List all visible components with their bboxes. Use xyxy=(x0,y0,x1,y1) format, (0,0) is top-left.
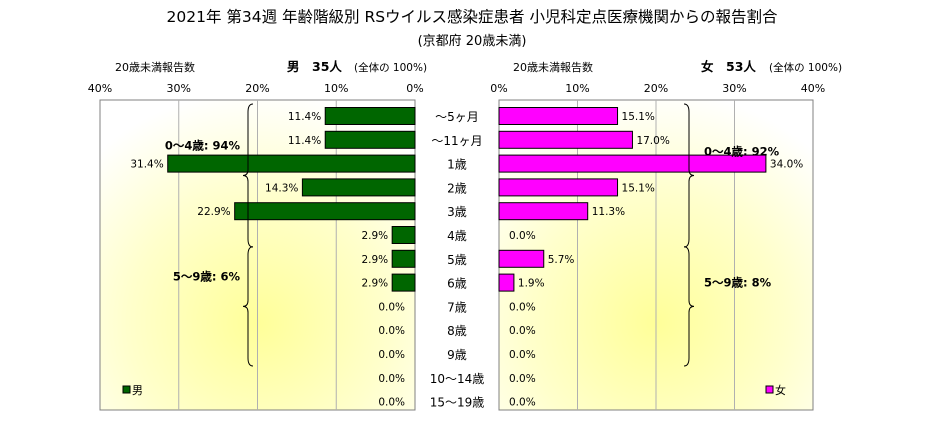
axis-caption: 20歳未満報告数 xyxy=(115,61,195,74)
age-group-label: 0～4歳: 92% xyxy=(704,145,780,159)
value-label: 0.0% xyxy=(378,301,405,313)
legend-swatch xyxy=(122,385,131,394)
bar xyxy=(498,178,619,197)
bar xyxy=(167,154,416,173)
category-label: ～11ヶ月 xyxy=(431,134,482,148)
value-label: 0.0% xyxy=(509,397,536,409)
value-label: 31.4% xyxy=(130,159,163,171)
value-label: 2.9% xyxy=(361,278,388,290)
value-label: 11.3% xyxy=(592,206,625,218)
value-label: 15.1% xyxy=(622,111,655,123)
value-label: 5.7% xyxy=(548,254,575,266)
tick-label: 40% xyxy=(88,82,112,95)
value-label: 0.0% xyxy=(378,397,405,409)
bar xyxy=(498,154,767,173)
value-label: 0.0% xyxy=(378,373,405,385)
category-label: 5歳 xyxy=(447,253,467,267)
bar xyxy=(391,249,416,268)
value-label: 0.0% xyxy=(509,349,536,361)
plot-layer: 40% 30% 20% 10% 0%20歳未満報告数男 35人 (全体の 100%)11.4… xyxy=(88,59,842,411)
value-label: 0.0% xyxy=(509,373,536,385)
value-label: 15.1% xyxy=(622,182,655,194)
bar xyxy=(498,273,515,292)
category-label: 9歳 xyxy=(447,348,467,362)
tick-label: 40% xyxy=(801,82,825,95)
bar xyxy=(498,202,589,221)
tick-label: 10% xyxy=(324,82,348,95)
tick-label: 10% xyxy=(565,82,589,95)
legend-swatch xyxy=(765,385,774,394)
legend-label: 女 xyxy=(775,383,786,397)
bar xyxy=(498,249,545,268)
bar xyxy=(324,107,416,125)
series-total-note: (全体の 100%) xyxy=(769,61,842,74)
value-label: 0.0% xyxy=(378,325,405,337)
tick-label: 20% xyxy=(245,82,269,95)
category-label: 2歳 xyxy=(447,181,467,195)
category-label: 6歳 xyxy=(447,277,467,291)
chart-title: 2021年 第34週 年齢階級別 RSウイルス感染症患者 小児科定点医療機関から… xyxy=(167,8,778,26)
value-label: 17.0% xyxy=(636,135,669,147)
bar xyxy=(234,202,416,221)
value-label: 1.9% xyxy=(518,278,545,290)
value-label: 0.0% xyxy=(509,230,536,242)
value-label: 2.9% xyxy=(361,254,388,266)
category-label: 4歳 xyxy=(447,229,467,243)
value-label: 14.3% xyxy=(265,182,298,194)
bar xyxy=(391,273,416,292)
series-sex-label: 男 xyxy=(287,59,300,74)
tick-label: 0% xyxy=(490,82,507,95)
category-label: 15～19歳 xyxy=(430,396,485,410)
legend-label: 男 xyxy=(132,384,143,397)
bar xyxy=(301,178,416,197)
value-label: 11.4% xyxy=(288,135,321,147)
age-group-bracket xyxy=(242,103,254,248)
age-group-bracket xyxy=(683,246,695,367)
age-group-bracket xyxy=(242,246,254,367)
bar xyxy=(498,130,633,149)
tick-label: 30% xyxy=(167,82,191,95)
category-label: 8歳 xyxy=(447,324,467,338)
value-label: 0.0% xyxy=(509,301,536,313)
category-label: 3歳 xyxy=(447,205,467,219)
bar xyxy=(391,226,416,244)
age-group-bracket xyxy=(683,103,695,248)
series-total-note: (全体の 100%) xyxy=(354,61,427,74)
value-label: 2.9% xyxy=(361,230,388,242)
value-label: 34.0% xyxy=(770,159,803,171)
category-label: 10～14歳 xyxy=(430,372,485,386)
axis-caption: 20歳未満報告数 xyxy=(513,61,593,74)
value-label: 22.9% xyxy=(197,206,230,218)
tick-label: 30% xyxy=(722,82,746,95)
age-group-label: 5～9歳: 6% xyxy=(173,269,241,283)
value-label: 0.0% xyxy=(509,325,536,337)
age-group-label: 5～9歳: 8% xyxy=(704,275,772,289)
series-count-label: 53人 xyxy=(726,59,756,74)
category-label: 1歳 xyxy=(447,158,467,172)
tick-label: 20% xyxy=(644,82,668,95)
chart-subtitle: (京都府 20歳未満) xyxy=(418,34,527,49)
tick-label: 0% xyxy=(406,82,423,95)
bar xyxy=(498,107,619,125)
value-label: 0.0% xyxy=(378,349,405,361)
category-label: ～5ヶ月 xyxy=(435,110,479,124)
age-group-label: 0～4歳: 94% xyxy=(165,139,241,153)
bar xyxy=(324,130,416,149)
series-count-label: 35人 xyxy=(312,59,342,74)
value-label: 11.4% xyxy=(288,111,321,123)
series-sex-label: 女 xyxy=(701,59,714,74)
category-label: 7歳 xyxy=(447,300,467,314)
